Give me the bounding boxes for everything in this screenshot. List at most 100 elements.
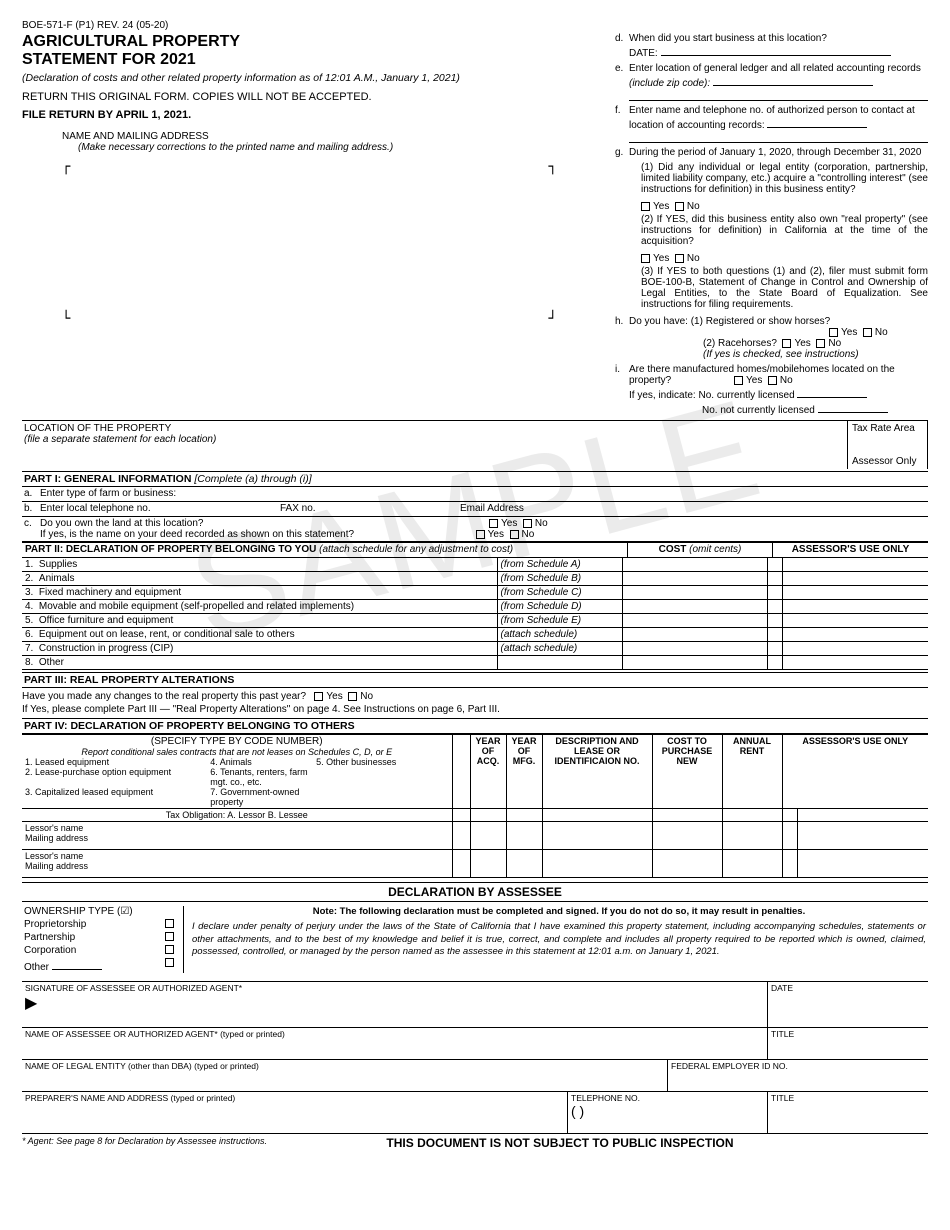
gi-b: Enter local telephone no. [40,503,280,515]
title-label-2: TITLE [768,1092,928,1133]
d-date-label: DATE: [629,48,658,59]
d-date-input[interactable] [661,44,891,56]
i-yes[interactable] [734,376,743,385]
loc-title: LOCATION OF THE PROPERTY [24,423,171,434]
own-corp[interactable] [165,945,174,954]
arrow-icon: ▶ [25,995,37,1012]
decl-title: DECLARATION BY ASSESSEE [22,882,928,902]
c-no[interactable] [523,519,532,528]
part1-title: PART I: GENERAL INFORMATION [24,473,191,485]
footer-left: * Agent: See page 8 for Declaration by A… [22,1136,272,1150]
p4-h4: COST TO PURCHASE NEW [652,735,722,809]
corner-tl: ┌ [62,159,70,175]
part4-table: (SPECIFY TYPE BY CODE NUMBER) Report con… [22,734,928,878]
cost-note: (omit cents) [689,544,741,555]
c2-no[interactable] [510,530,519,539]
q-d: When did you start business at this loca… [629,33,827,44]
p3-no[interactable] [348,692,357,701]
letter-i: i. [615,364,629,416]
part3-txt2: If Yes, please complete Part III — "Real… [22,704,500,715]
letter-d: d. [615,33,629,59]
q-e: Enter location of general ledger and all… [629,63,921,74]
e-input-1[interactable] [713,74,873,86]
i-no[interactable] [768,376,777,385]
h1-no[interactable] [863,328,872,337]
i-nolic: No. not currently licensed [702,405,815,416]
q-g: During the period of January 1, 2020, th… [629,147,921,158]
q-h1: (1) Registered or show horses? [691,316,831,327]
part2-title: PART II: DECLARATION OF PROPERTY BELONGI… [25,544,316,555]
gi-c2: If yes, is the name on your deed recorde… [40,529,354,540]
addr-instr: (Make necessary corrections to the print… [78,142,393,153]
p4-h5: ANNUAL RENT [722,735,782,809]
g2-no[interactable] [675,254,684,263]
p4-h6: ASSESSOR'S USE ONLY [782,735,928,809]
date-label: DATE [768,982,928,1027]
g1-yes[interactable] [641,202,650,211]
part1-instr: [Complete (a) through (i)] [194,473,311,485]
gi-c: Do you own the land at this location? [40,518,203,529]
q-g3: (3) If YES to both questions (1) and (2)… [641,266,928,310]
i-yes-label: If yes, indicate: [629,390,696,401]
form-title-2: STATEMENT FOR 2021 [22,51,597,69]
h1-yes[interactable] [829,328,838,337]
sig2-label: NAME OF ASSESSEE OR AUTHORIZED AGENT* (t… [25,1029,285,1039]
e-zip: (include zip code): [629,78,710,89]
decl-note: Note: The following declaration must be … [192,906,926,918]
own-prop[interactable] [165,919,174,928]
footer-center: THIS DOCUMENT IS NOT SUBJECT TO PUBLIC I… [386,1136,733,1150]
own-other[interactable] [165,958,174,967]
part2-instr: (attach schedule for any adjustment to c… [319,544,513,555]
corner-bl: └ [62,311,70,327]
sig4-label: PREPARER'S NAME AND ADDRESS (typed or pr… [25,1093,235,1103]
p4-h3: DESCRIPTION AND LEASE OR IDENTIFICAION N… [542,735,652,809]
part2-table: 1. Supplies(from Schedule A)2. Animals(f… [22,557,928,670]
deadline: FILE RETURN BY APRIL 1, 2021. [22,109,597,121]
i-nolic-input[interactable] [818,401,888,413]
q-h: Do you have: [629,316,688,327]
loc-instr: (file a separate statement for each loca… [24,434,216,445]
own-title: OWNERSHIP TYPE (☑) [24,906,177,917]
h2-no[interactable] [816,339,825,348]
gi-a: Enter type of farm or business: [40,488,176,500]
own-part[interactable] [165,932,174,941]
assessor-only: Assessor Only [852,456,916,467]
part4-title: PART IV: DECLARATION OF PROPERTY BELONGI… [22,718,928,734]
return-note: RETURN THIS ORIGINAL FORM. COPIES WILL N… [22,91,597,103]
letter-f: f. [615,105,629,143]
letter-e: e. [615,63,629,101]
i-lic: No. currently licensed [698,390,794,401]
address-area[interactable] [62,175,597,305]
subtitle: (Declaration of costs and other related … [22,72,597,85]
i-lic-input[interactable] [797,386,867,398]
f-input-2[interactable] [629,131,928,143]
part3-title: PART III: REAL PROPERTY ALTERATIONS [22,672,928,688]
c2-yes[interactable] [476,530,485,539]
p4-h1: YEAR OF ACQ. [470,735,506,809]
e-input-2[interactable] [629,89,928,101]
q-h2: (2) Racehorses? [703,338,777,349]
h2-yes[interactable] [782,339,791,348]
part4-report: Report conditional sales contracts that … [25,747,449,757]
letter-g: g. [615,147,629,158]
f-input-1[interactable] [767,116,867,128]
assr-col: ASSESSOR'S USE ONLY [792,544,910,555]
own-other-input[interactable] [52,958,102,970]
part4-spec: (SPECIFY TYPE BY CODE NUMBER) [25,736,449,747]
form-title-1: AGRICULTURAL PROPERTY [22,33,597,51]
h-note: (If yes is checked, see instructions) [703,349,859,360]
q-g2: (2) If YES, did this business entity als… [641,214,928,247]
part3-q: Have you made any changes to the real pr… [22,691,306,702]
c-yes[interactable] [489,519,498,528]
p4-h2: YEAR OF MFG. [506,735,542,809]
p3-yes[interactable] [314,692,323,701]
gi-b-fax: FAX no. [280,503,460,515]
tel-paren: ( ) [571,1103,584,1119]
g2-yes[interactable] [641,254,650,263]
tel-label: TELEPHONE NO. [571,1093,640,1103]
g1-no[interactable] [675,202,684,211]
cost-hdr: COST [659,544,687,555]
fein-label: FEDERAL EMPLOYER ID NO. [668,1060,928,1091]
addr-label: NAME AND MAILING ADDRESS [62,131,209,142]
sig1-label: SIGNATURE OF ASSESSEE OR AUTHORIZED AGEN… [25,983,242,993]
